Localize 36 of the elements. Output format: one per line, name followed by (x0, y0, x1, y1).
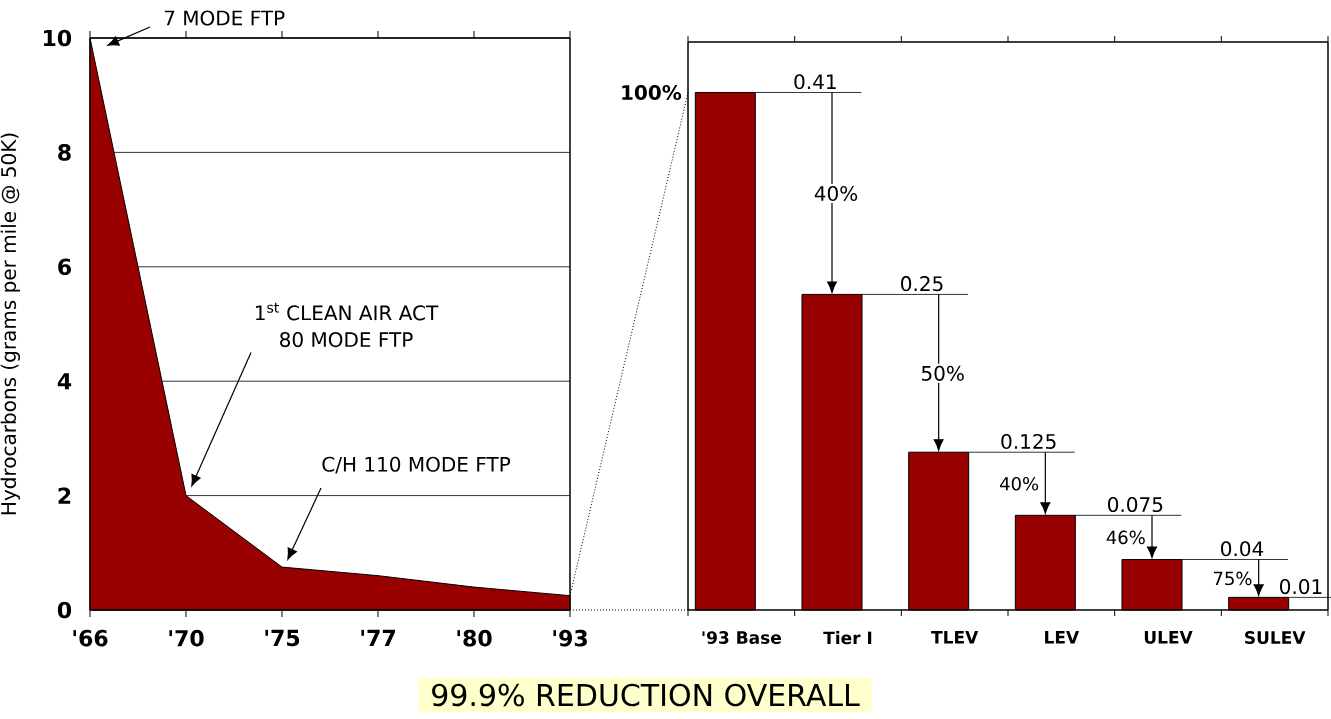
y-tick-label: 4 (57, 373, 72, 390)
x-tick-label: ULEV (1144, 631, 1193, 644)
x-tick-label: Tier I (823, 631, 872, 645)
x-tick-label: SULEV (1245, 631, 1306, 644)
x-tick-label: '75 (265, 629, 300, 647)
y-tick-label: 0 (57, 601, 72, 619)
x-tick-label: '80 (457, 629, 492, 647)
data-label: 0.125 (1001, 433, 1056, 450)
text: 7 MODE FTP (164, 10, 285, 26)
annotation: 50% (921, 365, 964, 381)
annotation: C/H 110 MODE FTP (322, 456, 511, 474)
x-tick-label: '66 (73, 629, 108, 647)
annotation: 75% (1213, 571, 1252, 586)
x-tick-label: '77 (361, 629, 395, 646)
annotation: 80 MODE FTP (280, 332, 413, 348)
y-tick-label: 6 (58, 258, 71, 276)
data-label: 0.25 (901, 276, 943, 292)
annotation: 40% (1000, 476, 1039, 491)
x-tick-label: TLEV (931, 631, 979, 644)
y-tick-label: 2 (58, 487, 71, 504)
x-tick-label: '93 (553, 629, 587, 647)
annotation: 40% (814, 185, 858, 202)
y-tick-label: 8 (58, 144, 71, 161)
x-tick-label: LEV (1045, 631, 1080, 644)
x-tick-label: '70 (169, 629, 204, 647)
data-label: 0.04 (1221, 541, 1264, 557)
annotation: 46% (1106, 530, 1145, 545)
y-tick-label: 10 (44, 29, 72, 47)
y-axis-title: Hydrocarbons (grams per mile @ 50K) (0, 133, 20, 515)
data-label: 0.41 (794, 74, 836, 90)
x-tick-label: '93 Base (702, 631, 781, 644)
data-label: 0.075 (1108, 497, 1163, 513)
text: 99.9% REDUCTION OVERALL (432, 683, 860, 707)
text: 100% (622, 84, 682, 101)
data-label: 0.01 (1280, 579, 1322, 595)
annotation: 1$^{st}$ CLEAN AIR ACT (255, 302, 439, 321)
